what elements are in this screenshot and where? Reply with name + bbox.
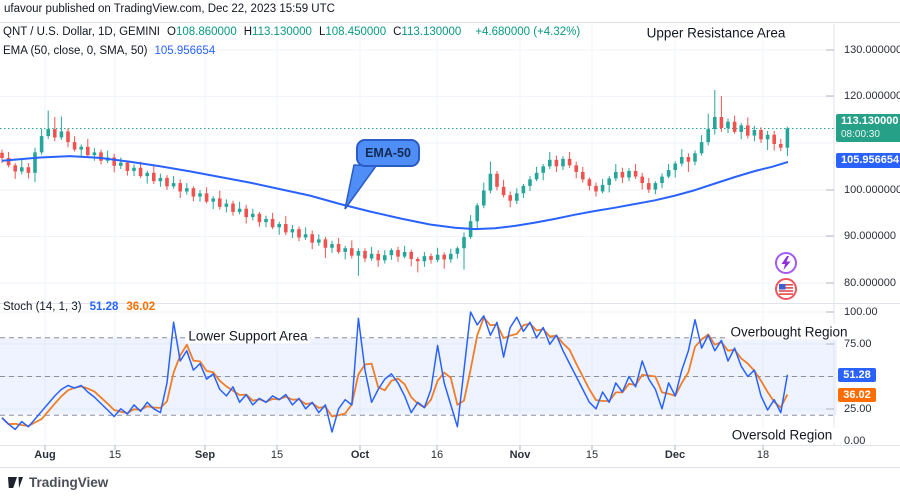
time-axis-label-16: 16 (430, 449, 444, 461)
time-axis-label-15: 15 (108, 449, 122, 461)
time-axis-label-15: 15 (270, 449, 284, 461)
pane-borders (0, 22, 900, 468)
tradingview-logo[interactable]: TradingView (8, 475, 108, 490)
tradingview-logo-text: TradingView (29, 475, 109, 490)
tradingview-logo-icon (8, 477, 23, 488)
stoch-d-badge: 36.02 (838, 388, 876, 402)
time-axis-label-dec: Dec (664, 449, 686, 461)
price-axis-label: 100.000000 (844, 184, 900, 196)
ohlc-field-o: O108.860000 (167, 26, 237, 38)
lower-support-annotation: Lower Support Area (185, 328, 311, 344)
ema-indicator-value: 105.956654 (154, 45, 216, 57)
time-axis-label-nov: Nov (509, 449, 531, 461)
stoch-axis-label: 100.00 (844, 306, 878, 318)
stoch-indicator-header: Stoch (14, 1, 3) 51.28 36.02 (3, 301, 155, 313)
ohlc-field-c: C113.130000 (393, 26, 462, 38)
lightning-idea-icon[interactable] (775, 252, 797, 274)
stoch-axis-label: 25.00 (844, 403, 872, 415)
time-axis-label-oct: Oct (350, 449, 370, 461)
price-axis-label: 80.000000 (844, 277, 896, 289)
symbol-title: QNT / U.S. Dollar, 1D, GEMINI (3, 26, 160, 38)
ema-value-badge: 105.956654 (836, 153, 900, 168)
time-axis-label-sep: Sep (194, 449, 216, 461)
candlestick-series[interactable] (0, 90, 790, 276)
ohlc-values: O108.860000 H113.130000 L108.450000 C113.13… (167, 26, 468, 38)
ema-50-callout[interactable]: EMA-50 (356, 139, 420, 167)
change-value: +4.680000 (+4.32%) (475, 26, 581, 38)
stoch-axis-label: 75.00 (844, 338, 872, 350)
price-axis-label: 120.000000 (844, 90, 900, 102)
oversold-annotation: Oversold Region (728, 427, 836, 443)
ohlc-field-h: H113.130000 (243, 26, 312, 38)
ohlc-field-l: L108.450000 (318, 26, 387, 38)
stoch-k-badge: 51.28 (838, 368, 876, 382)
time-axis-label-18: 18 (756, 449, 770, 461)
last-price-badge: 113.130000 08:00:30 (836, 114, 900, 142)
upper-resistance-annotation: Upper Resistance Area (643, 25, 789, 41)
stoch-k-line[interactable] (1, 311, 789, 433)
stoch-k-value: 51.28 (89, 301, 119, 313)
attribution-text: ufavour published on TradingView.com, De… (4, 3, 335, 15)
lightning-bolt-icon (781, 256, 791, 270)
us-flag-icon (779, 283, 793, 295)
stoch-d-value: 36.02 (126, 301, 156, 313)
price-axis-label: 130.000000 (844, 44, 900, 56)
overbought-annotation: Overbought Region (727, 324, 851, 340)
us-flag-idea-icon[interactable] (775, 278, 797, 300)
ema-50-line[interactable] (1, 155, 789, 231)
bar-countdown: 08:00:30 (841, 129, 880, 140)
stoch-indicator-label: Stoch (14, 1, 3) (3, 301, 82, 313)
stoch-axis-label: 0.00 (844, 435, 866, 447)
ema-indicator-header: EMA (50, close, 0, SMA, 50) 105.956654 (3, 45, 215, 57)
time-axis-label-15: 15 (585, 449, 599, 461)
stoch-d-line[interactable] (1, 316, 789, 427)
ema-indicator-label: EMA (50, close, 0, SMA, 50) (3, 45, 148, 57)
last-price-value: 113.130000 (841, 115, 899, 127)
price-axis-label: 90.000000 (844, 230, 896, 242)
time-axis-label-aug: Aug (34, 449, 56, 461)
symbol-header: QNT / U.S. Dollar, 1D, GEMINI O108.86000… (3, 26, 580, 38)
